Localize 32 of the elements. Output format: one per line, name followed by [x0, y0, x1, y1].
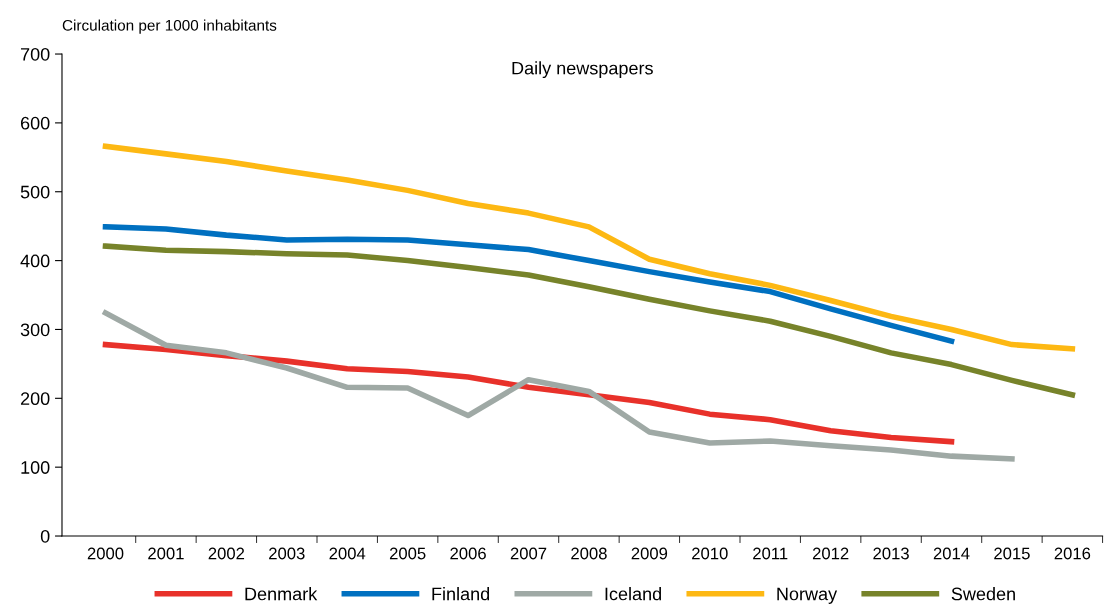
x-tick-label: 2012	[812, 547, 849, 560]
x-tick-label: 2005	[389, 547, 426, 560]
x-tick-label: 2006	[450, 547, 486, 560]
chart-title: Daily newspapers	[512, 61, 653, 79]
y-axis-title: Circulation per 1000 inhabitants	[62, 19, 277, 34]
x-tick-label: 2002	[208, 547, 245, 560]
y-tick-label: 600	[20, 116, 50, 130]
y-tick-label: 300	[20, 323, 50, 337]
x-tick-label: 2016	[1054, 547, 1091, 560]
legend-label: Norway	[777, 587, 838, 604]
legend-label: Finland	[432, 587, 490, 601]
y-tick-label: 0	[40, 529, 50, 543]
y-tick-label: 100	[21, 461, 50, 474]
x-tick-label: 2014	[933, 547, 970, 560]
x-tick-label: 2010	[692, 547, 728, 560]
x-tick-label: 2000	[87, 547, 124, 560]
x-tick-label: 2009	[631, 547, 668, 560]
legend-label: Sweden	[951, 587, 1015, 601]
x-tick-label: 2008	[571, 547, 607, 560]
y-tick-label: 400	[20, 254, 50, 268]
x-tick-label: 2003	[269, 547, 305, 560]
x-tick-label: 2011	[753, 547, 788, 560]
x-tick-label: 2013	[873, 547, 909, 560]
x-tick-label: 2004	[329, 547, 366, 560]
legend-label: Denmark	[245, 587, 318, 601]
x-tick-label: 2001	[148, 547, 184, 560]
y-tick-label: 700	[20, 47, 50, 61]
legend-label: Iceland	[605, 587, 661, 601]
x-tick-label: 2007	[510, 547, 547, 560]
y-tick-label: 500	[20, 185, 50, 199]
x-tick-label: 2015	[994, 547, 1030, 560]
y-tick-label: 200	[20, 392, 50, 406]
